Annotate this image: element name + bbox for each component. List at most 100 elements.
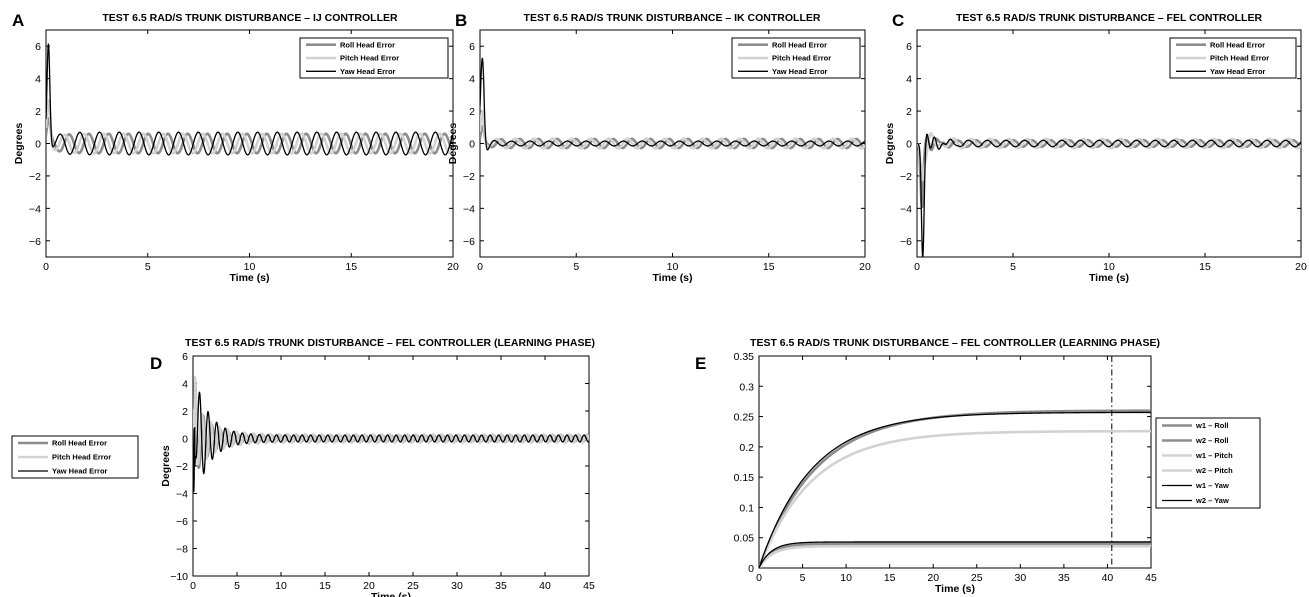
- legend-label: Pitch Head Error: [1210, 54, 1269, 63]
- y-tick-label: 2: [469, 106, 475, 118]
- legend: w1 – Roll w2 – Roll w1 – Pitch w2 – Pitch w1…: [1155, 417, 1261, 509]
- y-tick-label: 6: [182, 351, 188, 363]
- panel-title: TEST 6.5 RAD/S TRUNK DISTURBANCE – FEL C…: [750, 337, 1160, 349]
- y-tick-label: 0: [469, 139, 475, 151]
- x-tick-label: 0: [477, 261, 483, 273]
- y-tick-label: −8: [176, 544, 188, 556]
- x-tick-label: 35: [495, 580, 507, 592]
- y-tick-label: 0: [906, 139, 912, 151]
- y-tick-label: 0.1: [739, 502, 754, 514]
- x-tick-label: 30: [451, 580, 463, 592]
- y-tick-label: 2: [906, 106, 912, 118]
- series-line-2: [759, 542, 1151, 568]
- x-tick-label: 20: [1295, 261, 1307, 273]
- y-tick-label: 0.15: [734, 472, 755, 484]
- x-tick-label: 0: [914, 261, 920, 273]
- legend-label: Yaw Head Error: [52, 467, 108, 476]
- y-tick-label: 6: [469, 41, 475, 53]
- y-tick-label: 4: [469, 74, 475, 86]
- series-line-2: [46, 99, 453, 155]
- y-tick-label: −4: [463, 203, 475, 215]
- x-tick-label: 5: [1010, 261, 1016, 273]
- legend-label: Roll Head Error: [52, 439, 107, 448]
- x-tick-label: 35: [1058, 572, 1070, 584]
- series-line-2: [480, 109, 865, 150]
- legend-label: w2 – Pitch: [1195, 466, 1233, 475]
- y-tick-label: −4: [176, 489, 188, 501]
- y-tick-label: −4: [900, 203, 912, 215]
- y-tick-label: 0: [182, 434, 188, 446]
- x-tick-label: 45: [583, 580, 595, 592]
- panel-title: TEST 6.5 RAD/S TRUNK DISTURBANCE – FEL C…: [956, 12, 1262, 24]
- y-tick-label: 4: [35, 74, 41, 86]
- y-tick-label: 0: [35, 139, 41, 151]
- panel-c: TEST 6.5 RAD/S TRUNK DISTURBANCE – FEL C…: [884, 11, 1307, 284]
- legend: Roll Head Error Pitch Head Error Yaw Head …: [731, 37, 861, 79]
- legend-box: [1155, 417, 1261, 509]
- y-tick-label: −2: [29, 171, 41, 183]
- x-tick-label: 40: [1102, 572, 1114, 584]
- panel-title: TEST 6.5 RAD/S TRUNK DISTURBANCE – IJ CO…: [102, 12, 398, 24]
- plot-area: [758, 355, 1152, 569]
- x-tick-label: 20: [363, 580, 375, 592]
- x-axis-label: Time (s): [935, 583, 975, 595]
- x-tick-label: 10: [1103, 261, 1115, 273]
- y-tick-label: 0.05: [734, 533, 755, 545]
- legend-label: w1 – Roll: [1195, 421, 1229, 430]
- x-tick-label: 0: [190, 580, 196, 592]
- y-tick-label: −10: [170, 571, 188, 583]
- x-tick-label: 5: [234, 580, 240, 592]
- legend-label: w2 – Yaw: [1195, 496, 1229, 505]
- x-tick-label: 15: [319, 580, 331, 592]
- x-axis-label: Time (s): [229, 272, 269, 284]
- legend: Roll Head Error Pitch Head Error Yaw Head …: [11, 435, 139, 479]
- x-tick-label: 30: [1014, 572, 1026, 584]
- series-line-5: [759, 411, 1151, 568]
- x-tick-label: 15: [884, 572, 896, 584]
- panel-b: TEST 6.5 RAD/S TRUNK DISTURBANCE – IK CO…: [447, 11, 871, 284]
- legend-label: w1 – Yaw: [1195, 481, 1229, 490]
- legend: Roll Head Error Pitch Head Error Yaw Head …: [299, 37, 449, 79]
- legend-label: Yaw Head Error: [340, 67, 396, 76]
- y-tick-label: −6: [176, 516, 188, 528]
- series-line-4: [759, 544, 1151, 568]
- panel-e: TEST 6.5 RAD/S TRUNK DISTURBANCE – FEL C…: [695, 337, 1261, 595]
- x-tick-label: 15: [345, 261, 357, 273]
- series-line-1: [480, 124, 865, 150]
- x-tick-label: 20: [447, 261, 459, 273]
- y-tick-label: −2: [176, 461, 188, 473]
- panel-letter: D: [150, 354, 162, 373]
- x-axis-label: Time (s): [371, 591, 411, 597]
- y-axis-label: Degrees: [447, 123, 459, 165]
- panel-letter: B: [455, 11, 467, 30]
- y-tick-label: 0: [748, 563, 754, 575]
- y-tick-label: −2: [900, 171, 912, 183]
- x-tick-label: 20: [927, 572, 939, 584]
- y-tick-label: 2: [182, 406, 188, 418]
- x-tick-label: 25: [407, 580, 419, 592]
- series-line-3: [759, 429, 1151, 568]
- y-tick-label: 0.25: [734, 412, 755, 424]
- x-tick-label: 10: [667, 261, 679, 273]
- x-axis-label: Time (s): [652, 272, 692, 284]
- plot-area: [192, 355, 590, 577]
- legend-label: Yaw Head Error: [1210, 67, 1266, 76]
- legend-label: Yaw Head Error: [772, 67, 828, 76]
- y-axis-label: Degrees: [13, 123, 25, 165]
- series-line-3: [46, 43, 453, 156]
- series-line-3: [480, 57, 865, 151]
- x-tick-label: 10: [840, 572, 852, 584]
- panel-title: TEST 6.5 RAD/S TRUNK DISTURBANCE – IK CO…: [524, 12, 821, 24]
- x-tick-label: 5: [573, 261, 579, 273]
- x-tick-label: 10: [275, 580, 287, 592]
- y-tick-label: 0.35: [734, 351, 755, 363]
- y-tick-label: −6: [29, 236, 41, 248]
- legend-label: Pitch Head Error: [772, 54, 831, 63]
- y-tick-label: 2: [35, 106, 41, 118]
- x-tick-label: 25: [971, 572, 983, 584]
- legend-label: Pitch Head Error: [340, 54, 399, 63]
- panel-letter: A: [12, 11, 24, 30]
- x-tick-label: 10: [244, 261, 256, 273]
- panel-d: TEST 6.5 RAD/S TRUNK DISTURBANCE – FEL C…: [11, 337, 595, 597]
- y-tick-label: −6: [463, 236, 475, 248]
